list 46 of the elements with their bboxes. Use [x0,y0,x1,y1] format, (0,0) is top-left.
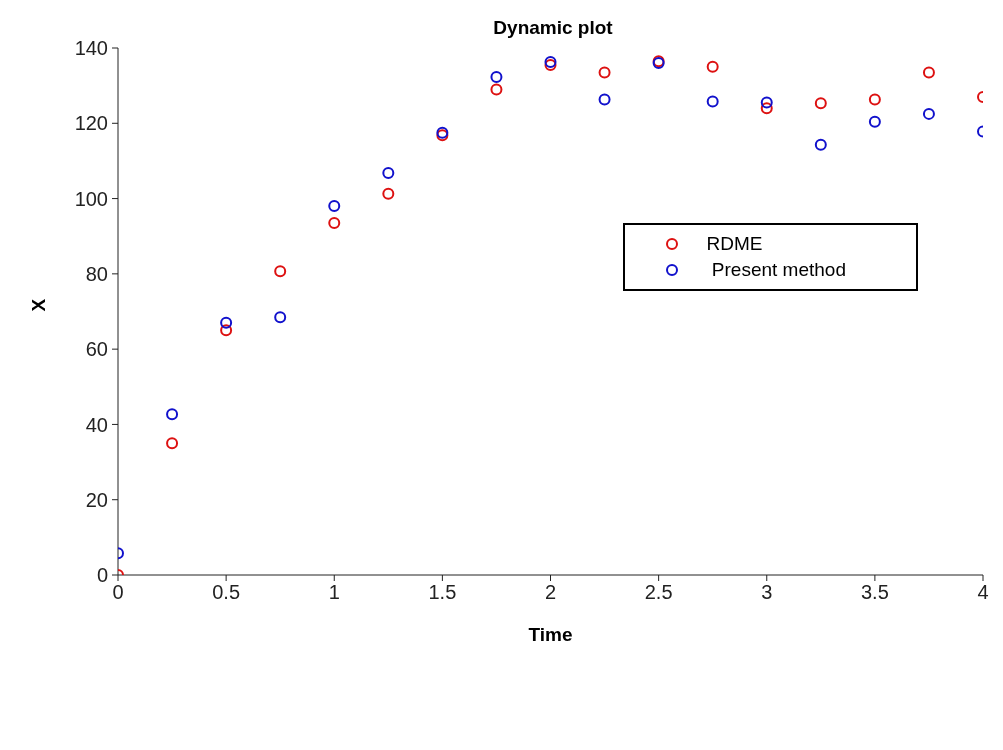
point [166,437,179,450]
point [760,96,773,109]
point [814,138,827,151]
point [274,265,287,278]
point [922,66,935,79]
x-tick-label: 4 [977,581,989,604]
x-tick-label: 1.5 [428,581,457,604]
x-tick-label: 2 [544,581,557,604]
x-tick-label: 3 [761,581,773,604]
point [868,115,881,128]
point [166,408,179,421]
point [274,311,287,324]
x-tick-label: 1 [328,581,340,604]
point [382,166,395,179]
x-tick-label: 0.5 [212,581,241,604]
point [922,107,935,120]
y-tick-label: 40 [85,413,108,436]
y-tick-label: 120 [74,112,108,135]
y-tick-label: 140 [74,37,108,60]
point [220,324,233,337]
y-tick-label: 0 [96,564,108,587]
point [598,93,611,106]
y-tick-label: 20 [85,488,108,511]
legend-label: Present method [710,258,846,282]
point [382,187,395,200]
point [490,70,503,83]
point [220,316,233,329]
x-axis-title: Time [528,624,573,645]
point [328,217,341,230]
point [706,95,719,108]
point [706,60,719,73]
x-tick-label: 2.5 [644,581,673,604]
point [598,66,611,79]
chart-title: Dynamic plot [493,17,614,38]
y-tick-label: 80 [85,262,108,285]
point [760,102,773,115]
x-tick-label: 0 [112,581,124,604]
y-tick-label: 100 [74,187,108,210]
point [328,200,341,213]
point [814,97,827,110]
y-axis-title: X [27,298,49,312]
x-tick-label: 3.5 [860,581,889,604]
y-tick-label: 60 [85,338,108,361]
point [868,93,881,106]
legend-label: RDME [706,232,763,256]
point [490,83,503,96]
